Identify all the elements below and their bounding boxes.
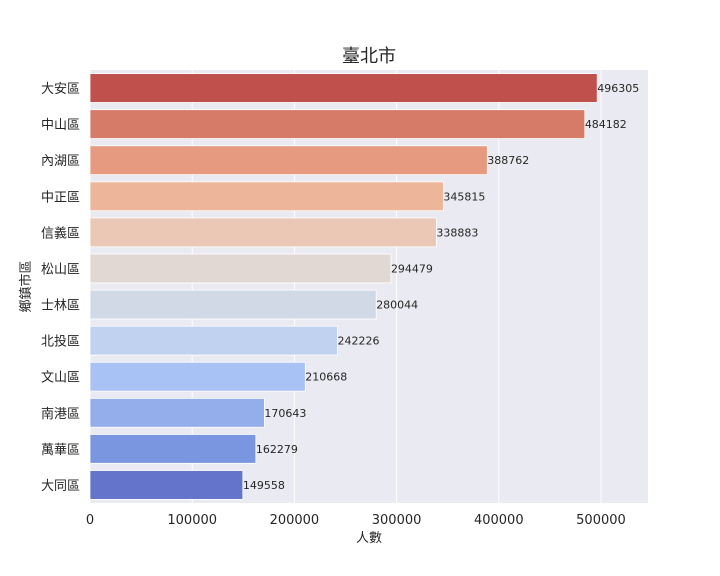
data-label: 242226 xyxy=(338,335,380,348)
data-labels: 496305 484182 388762 345815 338883 294479 2800… xyxy=(243,82,639,492)
bar xyxy=(89,73,598,103)
bar xyxy=(89,217,437,248)
data-label: 496305 xyxy=(597,82,639,95)
gridlines xyxy=(89,70,602,503)
y-axis-title: 鄉鎮市區 xyxy=(18,260,34,312)
data-label: 170643 xyxy=(264,407,306,420)
data-label: 484182 xyxy=(585,118,627,131)
bar xyxy=(89,145,488,176)
data-label: 388762 xyxy=(487,154,529,167)
bar xyxy=(89,361,306,392)
category-label: 松山區 xyxy=(41,262,80,277)
data-label: 210668 xyxy=(305,371,347,384)
category-label: 文山區 xyxy=(41,371,80,386)
category-label: 中正區 xyxy=(41,190,80,205)
x-tick-label: 500000 xyxy=(576,513,626,528)
category-label: 大安區 xyxy=(41,82,80,97)
data-label: 338883 xyxy=(436,226,478,239)
category-label: 內湖區 xyxy=(41,154,80,169)
bar xyxy=(89,181,444,212)
category-label: 大同區 xyxy=(41,479,80,494)
bar xyxy=(89,397,265,428)
x-tick-label: 100000 xyxy=(167,513,217,528)
bar xyxy=(89,325,338,356)
data-label: 149558 xyxy=(243,479,285,492)
x-tick-label: 0 xyxy=(86,513,94,528)
category-label: 萬華區 xyxy=(41,443,80,458)
category-label: 士林區 xyxy=(41,299,80,314)
bar xyxy=(89,470,244,500)
bar xyxy=(89,434,257,464)
data-label: 345815 xyxy=(443,190,485,203)
x-tick-label: 400000 xyxy=(474,513,524,528)
category-label: 南港區 xyxy=(41,406,80,422)
data-label: 280044 xyxy=(376,299,418,312)
chart-title: 臺北市 xyxy=(342,46,396,67)
bars xyxy=(89,73,598,500)
category-label: 北投區 xyxy=(41,334,80,350)
category-label: 中山區 xyxy=(41,118,80,133)
data-label: 162279 xyxy=(256,443,298,456)
bar xyxy=(89,289,377,320)
plot-area xyxy=(90,70,648,503)
x-tick-label: 200000 xyxy=(270,513,320,528)
x-tick-labels: 0 100000 200000 300000 400000 500000 xyxy=(86,513,626,528)
bar xyxy=(89,109,586,139)
bar xyxy=(89,253,392,284)
data-label: 294479 xyxy=(391,262,433,275)
x-tick-label: 300000 xyxy=(372,513,422,528)
category-label: 信義區 xyxy=(41,225,80,241)
x-axis-title: 人數 xyxy=(356,531,382,546)
